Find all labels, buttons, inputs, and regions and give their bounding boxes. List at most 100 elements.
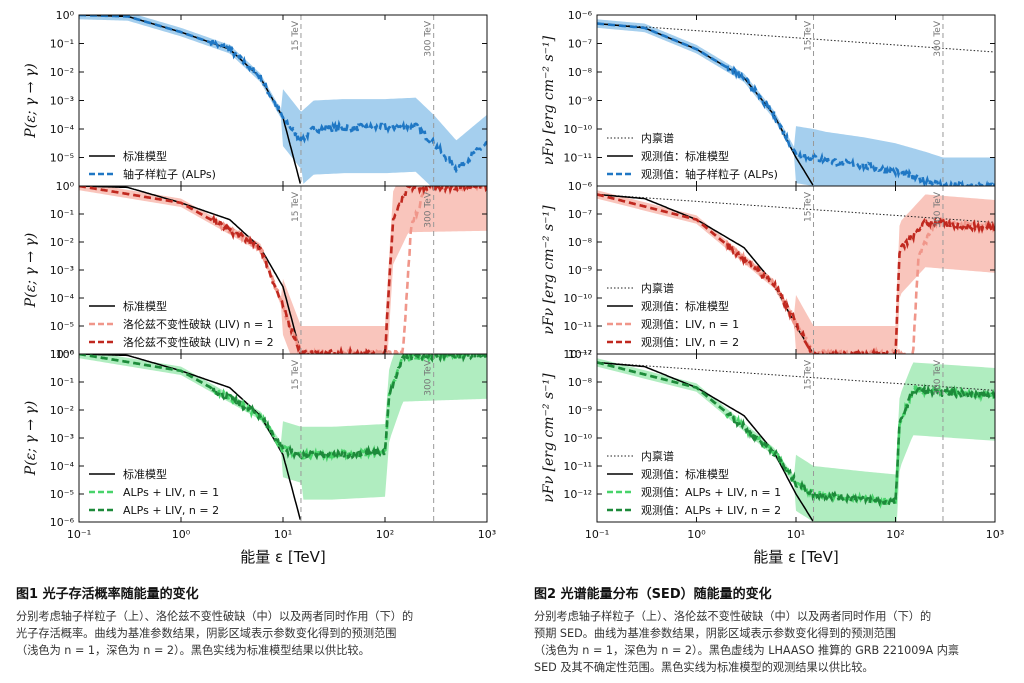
plot-area — [597, 190, 995, 354]
plot-area — [79, 15, 487, 186]
y-tick-label: 10⁻¹⁰ — [563, 123, 592, 136]
y-axis-label: νFν [erg cm⁻² s⁻¹] — [541, 205, 557, 335]
legend-label: 观测值：标准模型 — [641, 299, 729, 313]
legend-label: 内禀谱 — [641, 449, 674, 463]
series-line — [597, 193, 995, 354]
x-tick-label: 10⁰ — [172, 528, 191, 541]
y-tick-label: 10⁻¹¹ — [563, 320, 592, 333]
y-tick-label: 10⁻² — [50, 66, 74, 79]
legend-label: 洛伦兹不变性破缺 (LIV) n = 2 — [123, 335, 274, 349]
legend-label: 内禀谱 — [641, 281, 674, 295]
y-tick-label: 10⁻² — [50, 236, 74, 249]
intrinsic-spectrum-line — [597, 23, 995, 53]
legend-label: 标准模型 — [123, 299, 167, 313]
figure2-caption-line: 分别考虑轴子样粒子（上）、洛伦兹不变性破缺（中）以及两者同时作用（下）的 — [534, 610, 932, 623]
y-axis-label: νFν [erg cm⁻² s⁻¹] — [541, 35, 557, 165]
x-axis-label: 能量 ε [TeV] — [753, 548, 838, 566]
figure1-caption-line: 光子存活概率。曲线为基准参数结果，阴影区域表示参数变化得到的预测范围 — [16, 627, 397, 640]
figure2-caption-title: 图2 光谱能量分布（SED）随能量的变化 — [534, 587, 772, 602]
legend-label: 轴子样粒子 (ALPs) — [123, 167, 216, 181]
legend-label: 观测值：标准模型 — [641, 467, 729, 481]
figure1-caption-title: 图1 光子存活概率随能量的变化 — [16, 587, 199, 602]
reference-vline-label: 300 TeV — [424, 191, 434, 228]
y-tick-label: 10⁻¹⁰ — [563, 292, 592, 305]
x-tick-label: 10⁻¹ — [585, 528, 609, 541]
y-tick-label: 10⁻¹¹ — [563, 460, 592, 473]
y-tick-label: 10⁻⁵ — [50, 320, 74, 333]
series-line — [79, 354, 487, 462]
y-tick-label: 10⁻¹ — [50, 38, 74, 51]
y-tick-label: 10⁻¹² — [563, 348, 592, 361]
reference-vline-label: 15 TeV — [804, 20, 814, 51]
legend-label: 观测值：ALPs + LIV, n = 1 — [641, 486, 781, 499]
y-tick-label: 10⁻⁹ — [568, 95, 592, 108]
x-tick-label: 10⁻¹ — [67, 528, 91, 541]
figure1-caption-line: 分别考虑轴子样粒子（上）、洛伦兹不变性破缺（中）以及两者同时作用（下）的 — [16, 610, 414, 623]
y-tick-label: 10⁻⁸ — [568, 236, 593, 249]
standard-model-line — [597, 361, 814, 522]
intrinsic-spectrum-line — [597, 193, 995, 223]
reference-vline-label: 15 TeV — [804, 191, 814, 222]
legend-label: 观测值：LIV, n = 2 — [641, 336, 739, 349]
chart-panel: 15 TeV 300 TeV 10⁻⁶ 10⁻⁵ 10⁻⁴ 10⁻³ 10⁻² 10⁻¹ 10⁰… — [23, 348, 496, 566]
y-tick-label: 10⁻⁶ — [568, 9, 593, 22]
uncertainty-band — [79, 354, 487, 500]
series-line — [597, 22, 995, 186]
standard-model-line — [79, 186, 302, 352]
x-tick-label: 10³ — [478, 528, 496, 541]
figure1-caption-line: （浅色为 n = 1，深色为 n = 2）。黑色实线为标准模型结果以供比较。 — [16, 644, 370, 657]
y-tick-label: 10⁻⁸ — [568, 66, 593, 79]
figure1-caption-text: 分别考虑轴子样粒子（上）、洛伦兹不变性破缺（中）以及两者同时作用（下）的 光子存… — [16, 608, 496, 659]
x-tick-label: 10² — [376, 528, 394, 541]
y-tick-label: 10⁻⁵ — [50, 488, 74, 501]
y-tick-label: 10⁻¹ — [50, 376, 74, 389]
x-axis-label: 能量 ε [TeV] — [240, 548, 325, 566]
legend-label: 观测值：轴子样粒子 (ALPs) — [641, 167, 778, 181]
plot-area — [597, 19, 995, 186]
y-tick-label: 10⁻¹ — [50, 208, 74, 221]
series-line — [79, 15, 487, 173]
uncertainty-band — [79, 186, 487, 354]
uncertainty-band — [597, 19, 995, 186]
legend-label: 标准模型 — [123, 149, 167, 163]
y-tick-label: 10⁻⁷ — [568, 348, 592, 361]
figure2-caption-line: 预期 SED。曲线为基准参数结果，阴影区域表示参数变化得到的预测范围 — [534, 627, 896, 640]
chart-panel: 15 TeV 300 TeV 10⁻⁵ 10⁻⁴ 10⁻³ 10⁻² 10⁻¹ 10⁰ P(ε;… — [23, 9, 488, 187]
y-tick-label: 10⁻⁷ — [568, 38, 592, 51]
y-tick-label: 10⁰ — [56, 9, 75, 22]
y-axis-label: P(ε; γ → γ) — [23, 63, 39, 138]
y-tick-label: 10⁻¹¹ — [563, 152, 592, 165]
x-tick-label: 10¹ — [274, 528, 292, 541]
y-tick-label: 10⁻⁶ — [50, 516, 75, 529]
reference-vline-label: 300 TeV — [424, 359, 434, 396]
chart-panel: 15 TeV 300 TeV 10⁻¹² 10⁻¹¹ 10⁻¹⁰ 10⁻⁹ 10⁻⁸ 10⁻⁷… — [541, 348, 1004, 566]
y-tick-label: 10⁻³ — [50, 432, 74, 445]
y-tick-label: 10⁻¹² — [563, 488, 592, 501]
series-line — [79, 186, 487, 354]
figure2-caption-text: 分别考虑轴子样粒子（上）、洛伦兹不变性破缺（中）以及两者同时作用（下）的 预期 … — [534, 608, 1014, 676]
y-tick-label: 10⁻² — [50, 404, 74, 417]
reference-vline-label: 15 TeV — [804, 359, 814, 390]
legend-label: 观测值：ALPs + LIV, n = 2 — [641, 504, 781, 517]
reference-vline-label: 15 TeV — [291, 191, 301, 222]
reference-vline-label: 300 TeV — [933, 191, 943, 228]
y-tick-label: 10⁻⁴ — [50, 123, 75, 136]
x-tick-label: 10⁰ — [687, 528, 706, 541]
y-tick-label: 10⁻⁹ — [568, 404, 592, 417]
intrinsic-spectrum-line — [597, 361, 995, 391]
x-tick-label: 10¹ — [787, 528, 805, 541]
figure2-caption-line: （浅色为 n = 1，深色为 n = 2）。黑色虚线为 LHAASO 推算的 G… — [534, 644, 960, 657]
y-tick-label: 10⁻⁶ — [568, 180, 593, 193]
y-tick-label: 10⁻⁸ — [568, 376, 593, 389]
legend-label: 标准模型 — [123, 467, 167, 481]
x-tick-label: 10² — [886, 528, 904, 541]
series-line — [597, 361, 995, 509]
legend-label: 内禀谱 — [641, 131, 674, 145]
y-tick-label: 10⁻⁶ — [50, 348, 75, 361]
y-axis-label: P(ε; γ → γ) — [23, 401, 39, 476]
legend-label: ALPs + LIV, n = 2 — [123, 504, 219, 517]
legend-label: 洛伦兹不变性破缺 (LIV) n = 1 — [123, 317, 274, 331]
y-axis-label: νFν [erg cm⁻² s⁻¹] — [541, 373, 557, 503]
y-tick-label: 10⁻⁹ — [568, 264, 592, 277]
figure2-caption-line: SED 及其不确定性范围。黑色实线为标准模型的观测结果以供比较。 — [534, 661, 874, 674]
